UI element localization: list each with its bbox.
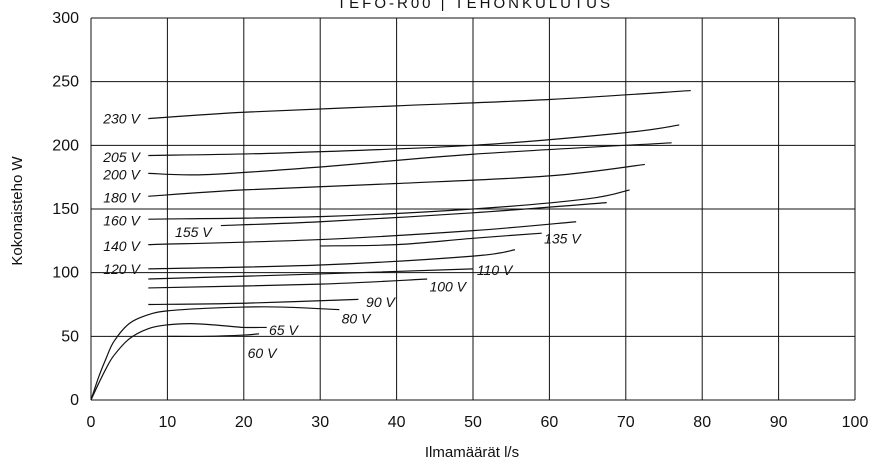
curve-label-160-v: 160 V — [103, 212, 141, 228]
curve-label-90-v: 90 V — [366, 294, 396, 310]
curve-120-v — [148, 249, 516, 270]
curve-label-230-v: 230 V — [102, 111, 141, 127]
x-tick-label: 90 — [770, 414, 788, 431]
curve-80-v — [90, 306, 340, 401]
y-tick-label: 300 — [52, 10, 79, 27]
chart-title: TEFO-R00 | TEHONKULUTUS — [337, 0, 613, 12]
curve-label-205-v: 205 V — [102, 149, 141, 165]
x-tick-label: 0 — [87, 414, 96, 431]
curve-label-60-v: 60 V — [248, 345, 278, 361]
y-tick-label: 0 — [70, 392, 79, 409]
curve-label-80-v: 80 V — [342, 311, 372, 327]
x-tick-label: 20 — [235, 414, 253, 431]
curve-label-120-v: 120 V — [103, 261, 141, 277]
y-axis-ticks: 0 50 100 150 200 250 300 — [52, 10, 79, 409]
y-axis-label: Kokonaisteho W — [9, 156, 26, 266]
curve-label-110-v: 110 V — [477, 262, 514, 278]
curve-label-100-v: 100 V — [429, 279, 467, 295]
x-tick-label: 80 — [693, 414, 711, 431]
x-axis-ticks: 0 10 20 30 40 50 60 70 80 90 100 — [87, 414, 869, 431]
curve-label-155-v: 155 V — [175, 224, 213, 240]
curves — [90, 89, 691, 401]
curve-135-v — [320, 232, 542, 247]
x-axis-label: Ilmamäärät l/s — [425, 444, 519, 461]
curve-140-v — [148, 221, 577, 246]
x-tick-label: 50 — [464, 414, 482, 431]
x-tick-label: 40 — [388, 414, 406, 431]
curve-230-v — [148, 89, 691, 120]
y-tick-label: 200 — [52, 137, 79, 154]
curve-label-180-v: 180 V — [103, 190, 141, 206]
x-tick-label: 60 — [541, 414, 559, 431]
x-tick-label: 30 — [311, 414, 329, 431]
curve-100-v — [148, 278, 428, 289]
curve-205-v — [148, 124, 680, 157]
curve-labels: 230 V 205 V 200 V 180 V 160 V 155 V 140 V 135 V… — [102, 111, 582, 361]
curve-180-v — [148, 163, 645, 197]
curve-label-200-v: 200 V — [102, 167, 141, 183]
x-tick-label: 100 — [842, 414, 869, 431]
curve-155-v — [220, 202, 607, 227]
x-tick-label: 70 — [617, 414, 635, 431]
curve-label-135-v: 135 V — [544, 230, 582, 246]
curve-110-v — [148, 268, 474, 280]
y-tick-label: 50 — [61, 328, 79, 345]
curve-65-v — [90, 322, 267, 401]
curve-200-v — [148, 142, 672, 176]
grid — [90, 17, 856, 401]
curve-label-140-v: 140 V — [103, 238, 141, 254]
y-tick-label: 250 — [52, 74, 79, 91]
curve-60-v — [167, 333, 260, 338]
x-tick-label: 10 — [159, 414, 177, 431]
curve-90-v — [148, 298, 359, 306]
y-tick-label: 100 — [52, 265, 79, 282]
curve-160-v — [148, 189, 630, 220]
curve-label-65-v: 65 V — [269, 322, 299, 338]
y-tick-label: 150 — [52, 201, 79, 218]
